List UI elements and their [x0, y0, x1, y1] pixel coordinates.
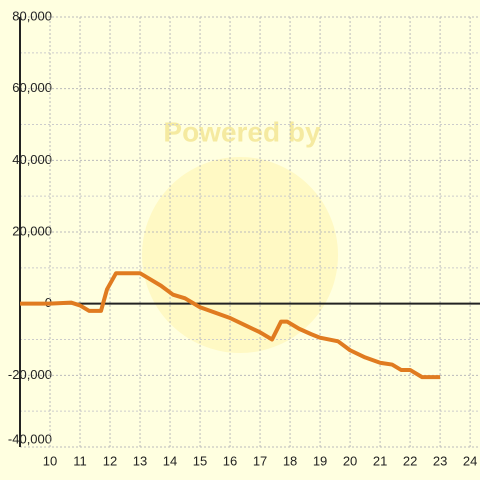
- x-tick-label: 12: [103, 453, 117, 468]
- x-tick-label: 19: [313, 453, 327, 468]
- x-tick-label: 15: [193, 453, 207, 468]
- y-tick-label: -20,000: [8, 367, 52, 382]
- y-tick-label: 40,000: [12, 152, 52, 167]
- x-tick-label: 22: [403, 453, 417, 468]
- x-tick-label: 23: [433, 453, 447, 468]
- x-tick-label: 11: [73, 453, 87, 468]
- x-tick-label: 18: [283, 453, 297, 468]
- watermark: Powered by: [163, 116, 321, 147]
- data-line: [20, 271, 441, 380]
- y-tick-label: -40,000: [8, 431, 52, 446]
- x-tick-label: 21: [373, 453, 387, 468]
- x-tick-label: 17: [253, 453, 267, 468]
- y-tick-label: 20,000: [12, 223, 52, 238]
- x-tick-label: 13: [133, 453, 147, 468]
- y-tick-label: 80,000: [12, 8, 52, 23]
- x-tick-label: 14: [163, 453, 177, 468]
- y-tick-label: 60,000: [12, 80, 52, 95]
- x-tick-label: 24: [463, 453, 477, 468]
- x-tick-label: 20: [343, 453, 357, 468]
- x-tick-label: 16: [223, 453, 237, 468]
- x-tick-label: 10: [43, 453, 57, 468]
